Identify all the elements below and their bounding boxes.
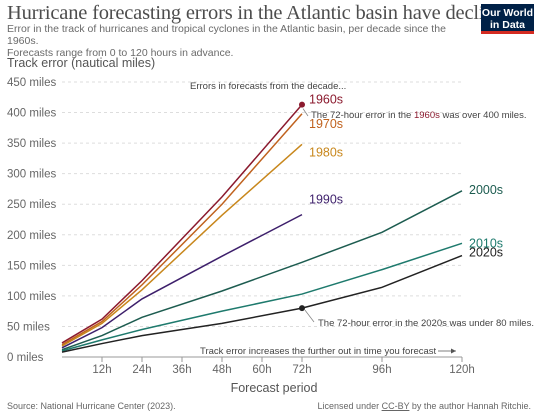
x-tick-label: 120h: [449, 364, 475, 376]
x-tick-label: 96h: [372, 364, 391, 376]
y-axis-title: Track error (nautical miles): [7, 56, 155, 70]
x-axis-title: Forecast period: [231, 381, 318, 395]
x-tick-label: 60h: [252, 364, 271, 376]
highlight-point-2020s: [299, 305, 305, 312]
series-line-2010s: [61, 242, 463, 352]
x-tick-label: 72h: [292, 364, 311, 376]
chart-subtitle: Error in the track of hurricanes and tro…: [7, 23, 467, 59]
y-tick-label: 300 miles: [7, 169, 56, 181]
logo-line-1: Our World: [481, 7, 534, 19]
series-line-1980s: [61, 143, 303, 347]
y-tick-label: 200 miles: [7, 230, 56, 242]
subtitle-line-2: Forecasts range from 0 to 120 hours in a…: [7, 47, 234, 59]
series-label-1990s: 1990s: [309, 193, 343, 207]
source-note: Source: National Hurricane Center (2023)…: [7, 401, 176, 411]
annotation-bottom-note: Track error increases the further out in…: [200, 346, 437, 357]
y-tick-label: 250 miles: [7, 199, 56, 211]
annotation-1960s-note: The 72-hour error in the 1960s was over …: [311, 110, 526, 121]
annotation-top-note: Errors in forecasts from the decade...: [190, 81, 346, 92]
y-tick-label: 0 miles: [7, 352, 44, 364]
x-tick-label: 12h: [92, 364, 111, 376]
series-label-1970s: 1970s: [309, 117, 343, 131]
annotation-arrow-head: [451, 348, 456, 354]
y-tick-label: 50 miles: [7, 321, 50, 333]
highlight-point-1960s: [299, 101, 305, 108]
license-suffix: by the author Hannah Ritchie.: [409, 401, 531, 411]
license-note: Licensed under CC-BY by the author Hanna…: [318, 401, 531, 411]
series-label-2000s: 2000s: [469, 183, 503, 197]
subtitle-line-1: Error in the track of hurricanes and tro…: [7, 23, 446, 47]
series-label-1980s: 1980s: [309, 145, 343, 159]
owid-logo[interactable]: Our World in Data: [481, 4, 534, 34]
annotation-1960s-part-2: was over 400 miles.: [440, 110, 527, 121]
y-tick-label: 100 miles: [7, 291, 56, 303]
license-link[interactable]: CC-BY: [381, 401, 410, 411]
x-tick-label: 36h: [172, 364, 191, 376]
y-tick-label: 450 miles: [7, 77, 56, 89]
annotation-2020s-note: The 72-hour error in the 2020s was under…: [318, 318, 534, 329]
annotation-1960s-part-1: The 72-hour error in the: [311, 110, 414, 121]
y-tick-label: 350 miles: [7, 138, 56, 150]
annotation-connector-1960s: [302, 108, 309, 117]
series-line-1990s: [61, 213, 303, 349]
logo-line-2: in Data: [489, 19, 525, 31]
chart-title: Hurricane forecasting errors in the Atla…: [7, 2, 514, 24]
series-label-2020s: 2020s: [469, 246, 503, 260]
series-line-1970s: [61, 113, 303, 346]
y-tick-label: 150 miles: [7, 260, 56, 272]
annotation-1960s-highlight: 1960s: [414, 110, 440, 121]
x-tick-label: 24h: [132, 364, 151, 376]
y-tick-label: 400 miles: [7, 108, 56, 120]
series-label-1960s: 1960s: [309, 93, 343, 107]
series-line-1960s: [61, 104, 303, 344]
license-prefix: Licensed under: [317, 401, 382, 411]
annotation-connector-2020s: [304, 309, 315, 323]
x-tick-label: 48h: [212, 364, 231, 376]
series-label-2010s: 2010s: [469, 236, 503, 250]
series-line-2000s: [61, 190, 463, 351]
series-line-2020s: [61, 254, 463, 353]
